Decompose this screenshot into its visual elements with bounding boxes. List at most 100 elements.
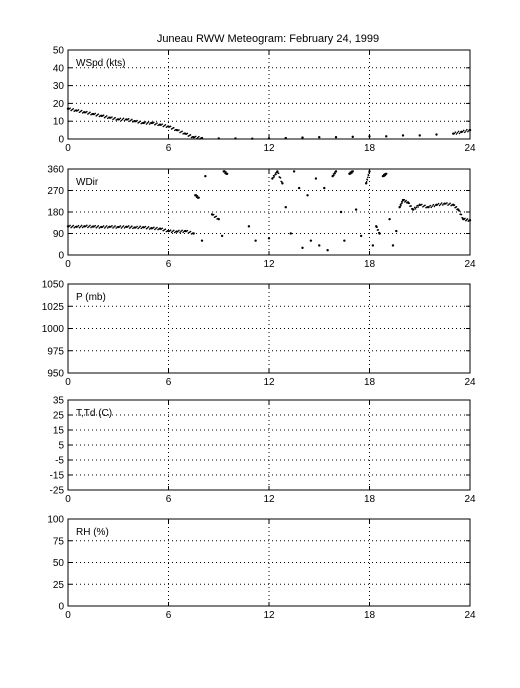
data-point	[383, 175, 385, 178]
data-point	[172, 126, 175, 129]
data-point	[378, 232, 381, 235]
data-point	[127, 117, 130, 120]
data-point	[69, 107, 71, 109]
data-point	[400, 204, 402, 207]
data-point	[89, 224, 91, 227]
data-point	[351, 170, 354, 173]
data-point	[189, 230, 192, 233]
data-point	[86, 224, 88, 227]
data-point	[164, 124, 167, 126]
data-point	[140, 227, 143, 230]
data-point	[349, 173, 352, 175]
data-point	[145, 123, 148, 125]
data-point	[112, 227, 114, 229]
data-point	[284, 206, 287, 209]
data-point	[334, 172, 336, 175]
y-tick-label: 180	[47, 208, 64, 219]
y-tick-label: 360	[47, 165, 64, 176]
data-point	[267, 237, 271, 240]
data-point	[105, 225, 108, 227]
y-tick-label: 5	[58, 441, 64, 452]
data-point	[306, 194, 309, 197]
data-point	[145, 227, 148, 230]
y-tick-label: 35	[53, 396, 65, 407]
data-point	[414, 208, 417, 210]
data-point	[401, 134, 405, 137]
data-point	[366, 179, 369, 181]
data-point	[351, 135, 354, 139]
data-point	[121, 118, 124, 121]
data-point	[90, 226, 92, 229]
data-point	[458, 210, 461, 212]
data-point	[80, 224, 83, 227]
data-point	[200, 239, 204, 242]
data-point	[113, 226, 115, 228]
y-tick-label: -25	[50, 486, 65, 497]
data-point	[421, 203, 423, 206]
data-point	[413, 206, 416, 209]
data-point	[76, 225, 79, 228]
data-point	[430, 206, 433, 209]
data-point	[106, 227, 109, 229]
data-point	[118, 118, 121, 121]
data-point	[131, 118, 133, 121]
data-point	[71, 225, 73, 228]
data-point	[114, 225, 116, 227]
data-point	[333, 174, 335, 177]
data-point	[98, 227, 101, 229]
y-tick-label: 270	[47, 186, 64, 197]
data-point	[169, 125, 172, 128]
data-point	[119, 225, 122, 227]
x-tick-label: 24	[464, 494, 476, 505]
data-point	[449, 202, 451, 205]
data-point	[365, 181, 368, 183]
data-point	[171, 230, 174, 233]
data-point	[367, 174, 370, 177]
data-point	[146, 122, 149, 124]
data-point	[97, 113, 100, 115]
data-point	[388, 217, 391, 221]
data-point	[136, 119, 138, 122]
y-tick-label: 25	[53, 411, 65, 422]
data-point	[301, 136, 304, 139]
x-tick-label: 12	[263, 259, 275, 270]
data-point	[217, 217, 220, 221]
x-tick-label: 0	[65, 494, 71, 505]
data-point	[359, 234, 363, 238]
data-point	[144, 225, 147, 228]
data-point	[377, 228, 380, 231]
data-point	[204, 174, 207, 178]
y-tick-label: 1050	[42, 280, 65, 291]
panel-4: 0 6 12 18 24 -25 -15 -5 5 15 25 35 T,Td (C)	[50, 396, 476, 506]
data-point	[289, 232, 292, 235]
data-point	[464, 217, 466, 220]
data-point	[326, 249, 329, 252]
data-point	[151, 227, 154, 230]
data-point	[139, 120, 142, 123]
data-point	[189, 134, 192, 136]
data-point	[68, 225, 70, 228]
data-point	[97, 225, 100, 227]
y-tick-label: 30	[53, 81, 65, 92]
data-point	[130, 226, 132, 228]
data-point	[408, 202, 411, 205]
y-tick-label: -15	[50, 471, 65, 482]
data-point	[276, 170, 279, 173]
panel-label: RH (%)	[76, 527, 109, 538]
data-point	[138, 226, 140, 229]
y-tick-label: 0	[58, 602, 64, 613]
data-point	[273, 176, 276, 178]
panel-3: 0 6 12 18 24 950 975 1000 1025 1050 P (mb)	[42, 280, 476, 389]
data-point	[110, 226, 112, 228]
data-point	[438, 204, 441, 207]
y-tick-label: 1025	[42, 302, 65, 313]
x-tick-label: 12	[263, 143, 275, 154]
y-tick-label: 75	[53, 536, 65, 547]
data-point	[70, 226, 72, 229]
data-point	[115, 227, 117, 229]
data-point	[314, 177, 318, 180]
data-point	[157, 228, 159, 231]
data-point	[217, 137, 220, 140]
data-point	[197, 136, 199, 139]
